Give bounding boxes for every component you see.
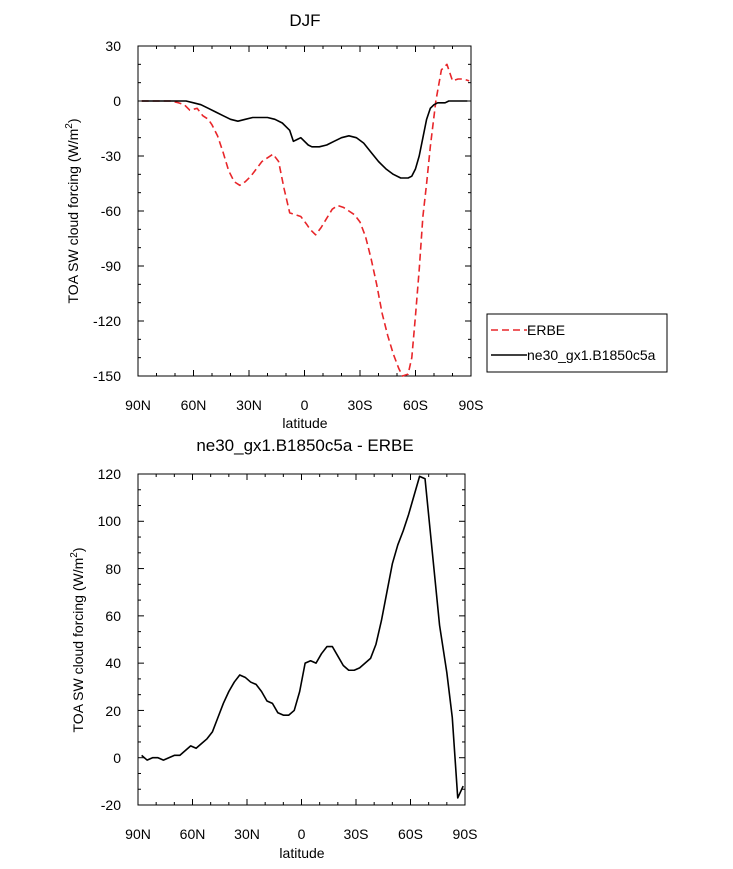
chart-title: DJF bbox=[289, 11, 320, 30]
y-tick-label: 20 bbox=[105, 703, 121, 719]
y-tick-label: 80 bbox=[105, 561, 121, 577]
y-tick-label: 30 bbox=[105, 38, 121, 54]
y-axis-label: TOA SW cloud forcing (W/m2) bbox=[69, 547, 86, 732]
series-line-erbe bbox=[141, 63, 470, 377]
y-tick-label: -120 bbox=[93, 313, 121, 329]
y-axis-label-end: ) bbox=[70, 547, 86, 552]
x-tick-label: 90N bbox=[125, 397, 151, 413]
x-ticks: 90N 60N 30N 0 30S 60S 90S bbox=[125, 397, 483, 413]
plot-frame bbox=[137, 473, 466, 806]
legend-entry-model: ne30_gx1.B1850c5a bbox=[527, 347, 656, 363]
y-tick-label: -60 bbox=[101, 203, 121, 219]
chart-title: ne30_gx1.B1850c5a - ERBE bbox=[196, 436, 413, 455]
series-group bbox=[141, 475, 464, 799]
x-tick-label: 90S bbox=[453, 826, 478, 842]
y-ticks: -20 0 20 40 60 80 100 120 bbox=[98, 466, 122, 813]
x-tick-label: 90N bbox=[125, 826, 151, 842]
x-tick-label: 30S bbox=[348, 397, 373, 413]
y-tick-label: 120 bbox=[98, 466, 122, 482]
y-axis-label-sup: 2 bbox=[64, 123, 75, 129]
x-axis-label: latitude bbox=[282, 415, 327, 431]
series-group bbox=[141, 63, 470, 377]
y-tick-label: 100 bbox=[98, 513, 122, 529]
tick-marks bbox=[137, 45, 472, 377]
series-line-model bbox=[141, 100, 468, 179]
legend-box bbox=[486, 313, 668, 373]
x-tick-label: 60S bbox=[398, 826, 423, 842]
x-tick-label: 90S bbox=[459, 397, 484, 413]
x-tick-label: 30N bbox=[236, 397, 262, 413]
x-tick-label: 30S bbox=[344, 826, 369, 842]
legend: ERBE ne30_gx1.B1850c5a bbox=[486, 313, 668, 373]
x-tick-label: 0 bbox=[298, 826, 306, 842]
y-tick-label: 0 bbox=[113, 750, 121, 766]
x-axis-label: latitude bbox=[279, 845, 324, 861]
y-tick-label: 40 bbox=[105, 655, 121, 671]
y-axis-label: TOA SW cloud forcing (W/m2) bbox=[64, 118, 81, 303]
y-axis-label-main: TOA SW cloud forcing (W/m bbox=[70, 558, 86, 733]
y-axis-label-sup: 2 bbox=[69, 552, 80, 558]
plot-frame bbox=[137, 45, 472, 377]
x-tick-label: 60S bbox=[403, 397, 428, 413]
y-ticks: -150 -120 -90 -60 -30 0 30 bbox=[93, 38, 121, 384]
series-line-difference bbox=[141, 475, 464, 799]
x-tick-label: 60N bbox=[180, 826, 206, 842]
y-tick-label: -30 bbox=[101, 148, 121, 164]
panel-difference: ne30_gx1.B1850c5a - ERBE 90N 60N 30N 0 3… bbox=[69, 436, 477, 861]
panel-djf: DJF 90N 60N 30N 0 30S 60S 90S -150 -120 … bbox=[64, 11, 668, 431]
y-tick-label: 60 bbox=[105, 608, 121, 624]
x-tick-label: 60N bbox=[181, 397, 207, 413]
y-tick-label: 0 bbox=[113, 93, 121, 109]
tick-marks bbox=[137, 473, 466, 806]
x-tick-label: 0 bbox=[301, 397, 309, 413]
legend-entry-erbe: ERBE bbox=[527, 322, 565, 338]
y-tick-label: -20 bbox=[101, 797, 121, 813]
y-tick-label: -150 bbox=[93, 368, 121, 384]
y-axis-label-main: TOA SW cloud forcing (W/m bbox=[65, 129, 81, 304]
x-tick-label: 30N bbox=[234, 826, 260, 842]
y-tick-label: -90 bbox=[101, 258, 121, 274]
x-ticks: 90N 60N 30N 0 30S 60S 90S bbox=[125, 826, 477, 842]
y-axis-label-end: ) bbox=[65, 118, 81, 123]
